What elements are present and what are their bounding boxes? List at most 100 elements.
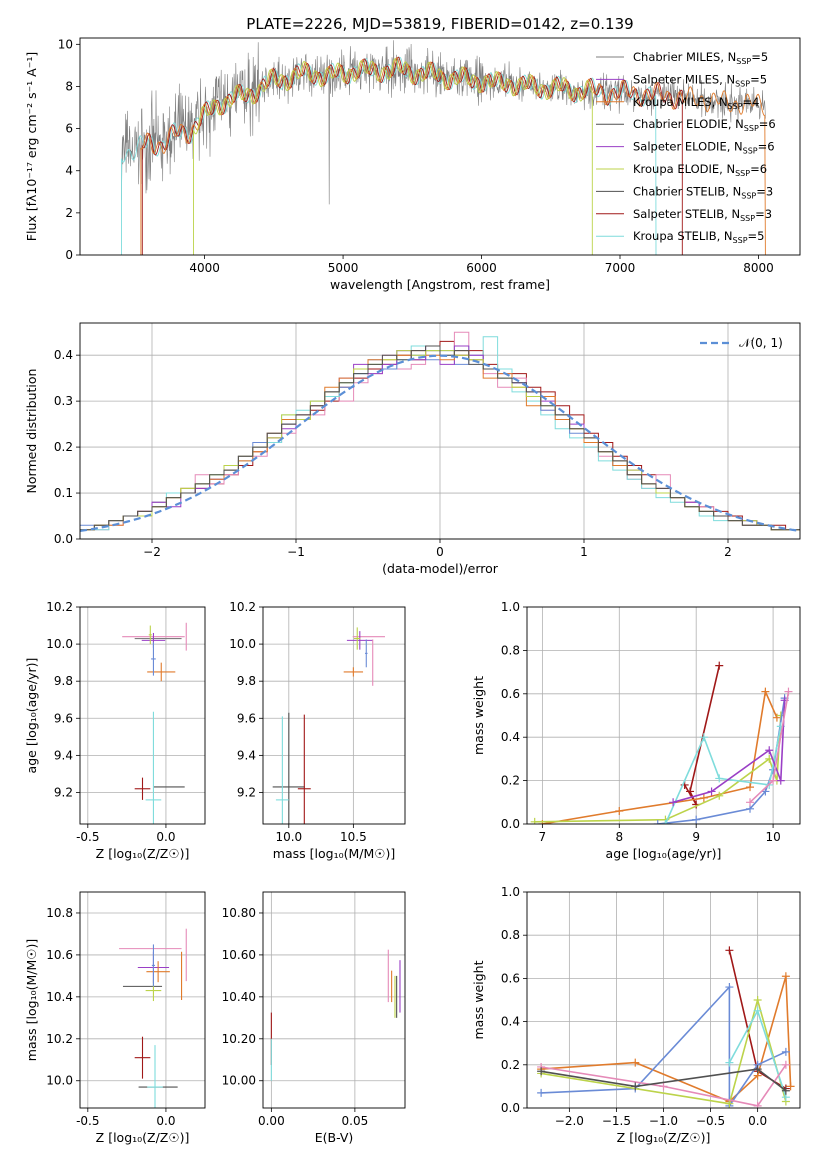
x-tick-label: −2 — [143, 545, 161, 559]
legend-label-text: Chabrier MILES, N — [633, 50, 736, 64]
y-tick-label: 0.6 — [501, 687, 520, 701]
y-tick-label: 10.0 — [46, 637, 73, 651]
errorbar-point — [134, 777, 151, 800]
weight-point-marker — [669, 798, 678, 807]
weight-point-marker — [661, 820, 670, 824]
weight-series-line — [683, 665, 721, 805]
weight-point-marker — [753, 1065, 762, 1074]
weight-point-marker — [699, 793, 708, 802]
x-tick-label: 0.0 — [156, 830, 175, 844]
y-tick-label: 9.4 — [237, 748, 256, 762]
legend-label-text: Kroupa ELODIE, N — [633, 162, 735, 176]
y-tick-label: 10.8 — [46, 906, 73, 920]
y-tick-label: 4 — [65, 164, 73, 178]
x-tick-label: −2.0 — [555, 1114, 584, 1128]
y-axis-label: mass weight — [471, 676, 486, 755]
axes-frame — [262, 891, 406, 1109]
legend-label: Salpeter STELIB, NSSP=3 — [633, 207, 772, 223]
x-tick-label: 0.0 — [156, 1114, 175, 1128]
y-tick-label: 9.6 — [237, 711, 256, 725]
y-tick-label: 1.0 — [501, 600, 520, 614]
errorbar-point — [275, 716, 289, 824]
x-axis-label: E(B-V) — [315, 1130, 354, 1145]
legend-label-text: Kroupa MILES, N — [633, 95, 728, 109]
y-tick-label: 9.4 — [54, 748, 73, 762]
x-tick-label: 10 — [765, 830, 780, 844]
legend-label-text: Chabrier ELODIE, N — [633, 117, 744, 131]
weight-series-line — [664, 726, 782, 824]
legend-label-suffix: =5 — [750, 72, 767, 86]
x-tick-label: 6000 — [466, 261, 497, 275]
x-tick-label: 8000 — [743, 261, 774, 275]
errorbar-point — [147, 662, 176, 682]
legend-label: Kroupa MILES, NSSP=4 — [633, 95, 759, 111]
y-tick-label: 1.0 — [501, 885, 520, 899]
legend-label-text: Salpeter STELIB, N — [633, 207, 740, 221]
y-tick-label: 6 — [65, 122, 73, 136]
legend-label: Kroupa STELIB, NSSP=5 — [633, 229, 764, 245]
y-tick-label: 10.00 — [222, 1074, 256, 1088]
y-tick-label: 0.2 — [501, 774, 520, 788]
weight-series-line — [540, 1064, 787, 1107]
weight-series-line — [534, 715, 782, 823]
x-tick-label: 2 — [724, 545, 732, 559]
legend-label-subscript: SSP — [743, 147, 758, 156]
legend-label-suffix: =3 — [755, 207, 772, 221]
weight-point-marker — [631, 1082, 640, 1091]
y-tick-label: 0.2 — [501, 1058, 520, 1072]
y-tick-label: 10.0 — [229, 637, 256, 651]
plot-area — [80, 331, 800, 532]
y-tick-label: 0.0 — [54, 532, 73, 546]
x-tick-label: −1.0 — [649, 1114, 678, 1128]
y-tick-label: 0.4 — [501, 1015, 520, 1029]
plot-area — [272, 627, 385, 824]
y-tick-label: 0.2 — [54, 440, 73, 454]
x-tick-label: -0.5 — [76, 1114, 99, 1128]
weight-point-marker — [781, 972, 790, 981]
x-tick-label: −0.5 — [696, 1114, 725, 1128]
weight-point-marker — [769, 776, 778, 785]
x-axis-label: mass [log₁₀(M/M☉)] — [273, 846, 395, 861]
plot-area — [530, 661, 793, 824]
y-tick-label: 10.2 — [46, 1032, 73, 1046]
x-axis-label: Z [log₁₀(Z/Z☉)] — [96, 1130, 190, 1145]
spectrum-model-line — [140, 57, 766, 255]
weight-point-marker — [631, 1058, 640, 1067]
weight-point-marker — [781, 1060, 790, 1069]
x-tick-label: 8 — [615, 830, 623, 844]
errorbar-point — [134, 1036, 151, 1079]
axes-frame — [79, 37, 801, 256]
legend-label-suffix: =5 — [751, 50, 768, 64]
weight-point-marker — [781, 1047, 790, 1056]
y-tick-label: 10.40 — [222, 990, 256, 1004]
weight-point-marker — [615, 806, 624, 815]
x-tick-label: 7 — [539, 830, 547, 844]
legend-label-text: Salpeter ELODIE, N — [633, 140, 743, 154]
weight-point-marker — [753, 996, 762, 1004]
panel-weight_vs_Z: −2.0 −1.5 −1.0 −0.5 0.0 0.0 0.2 0.4 0.6 0.8 1.0 Z [… — [471, 885, 801, 1145]
gaussian-curve — [80, 354, 800, 532]
weight-point-marker — [686, 787, 695, 796]
panel-weight_vs_age: 7 8 9 10 0.0 0.2 0.4 0.6 0.8 1.0 age [log₁₀(age/yr… — [471, 600, 801, 861]
x-tick-label: 7000 — [605, 261, 636, 275]
x-tick-label: −1 — [287, 545, 305, 559]
weight-point-marker — [725, 946, 734, 955]
y-tick-label: 0.6 — [501, 971, 520, 985]
y-axis-label: Normed distribution — [24, 369, 39, 494]
errorbar-point — [272, 712, 305, 824]
x-tick-label: 0.00 — [258, 1114, 285, 1128]
x-tick-label: 9 — [692, 830, 700, 844]
x-tick-label: −1.5 — [602, 1114, 631, 1128]
weight-point-marker — [699, 733, 708, 742]
weight-point-marker — [761, 687, 770, 696]
weight-series-line — [542, 688, 778, 824]
weight-point-marker — [653, 820, 662, 824]
y-tick-label: 9.2 — [237, 785, 256, 799]
x-axis-label: age [log₁₀(age/yr)] — [606, 846, 722, 861]
axes-frame — [262, 606, 406, 825]
axes-frame — [79, 891, 206, 1109]
panel-mass_vs_EBV: 0.00 0.05 10.00 10.20 10.40 10.60 10.80 E(B-V) — [222, 891, 406, 1145]
x-tick-label: 0.05 — [342, 1114, 369, 1128]
errorbar-point — [147, 1045, 163, 1108]
legend-label: Salpeter ELODIE, NSSP=6 — [633, 140, 775, 156]
